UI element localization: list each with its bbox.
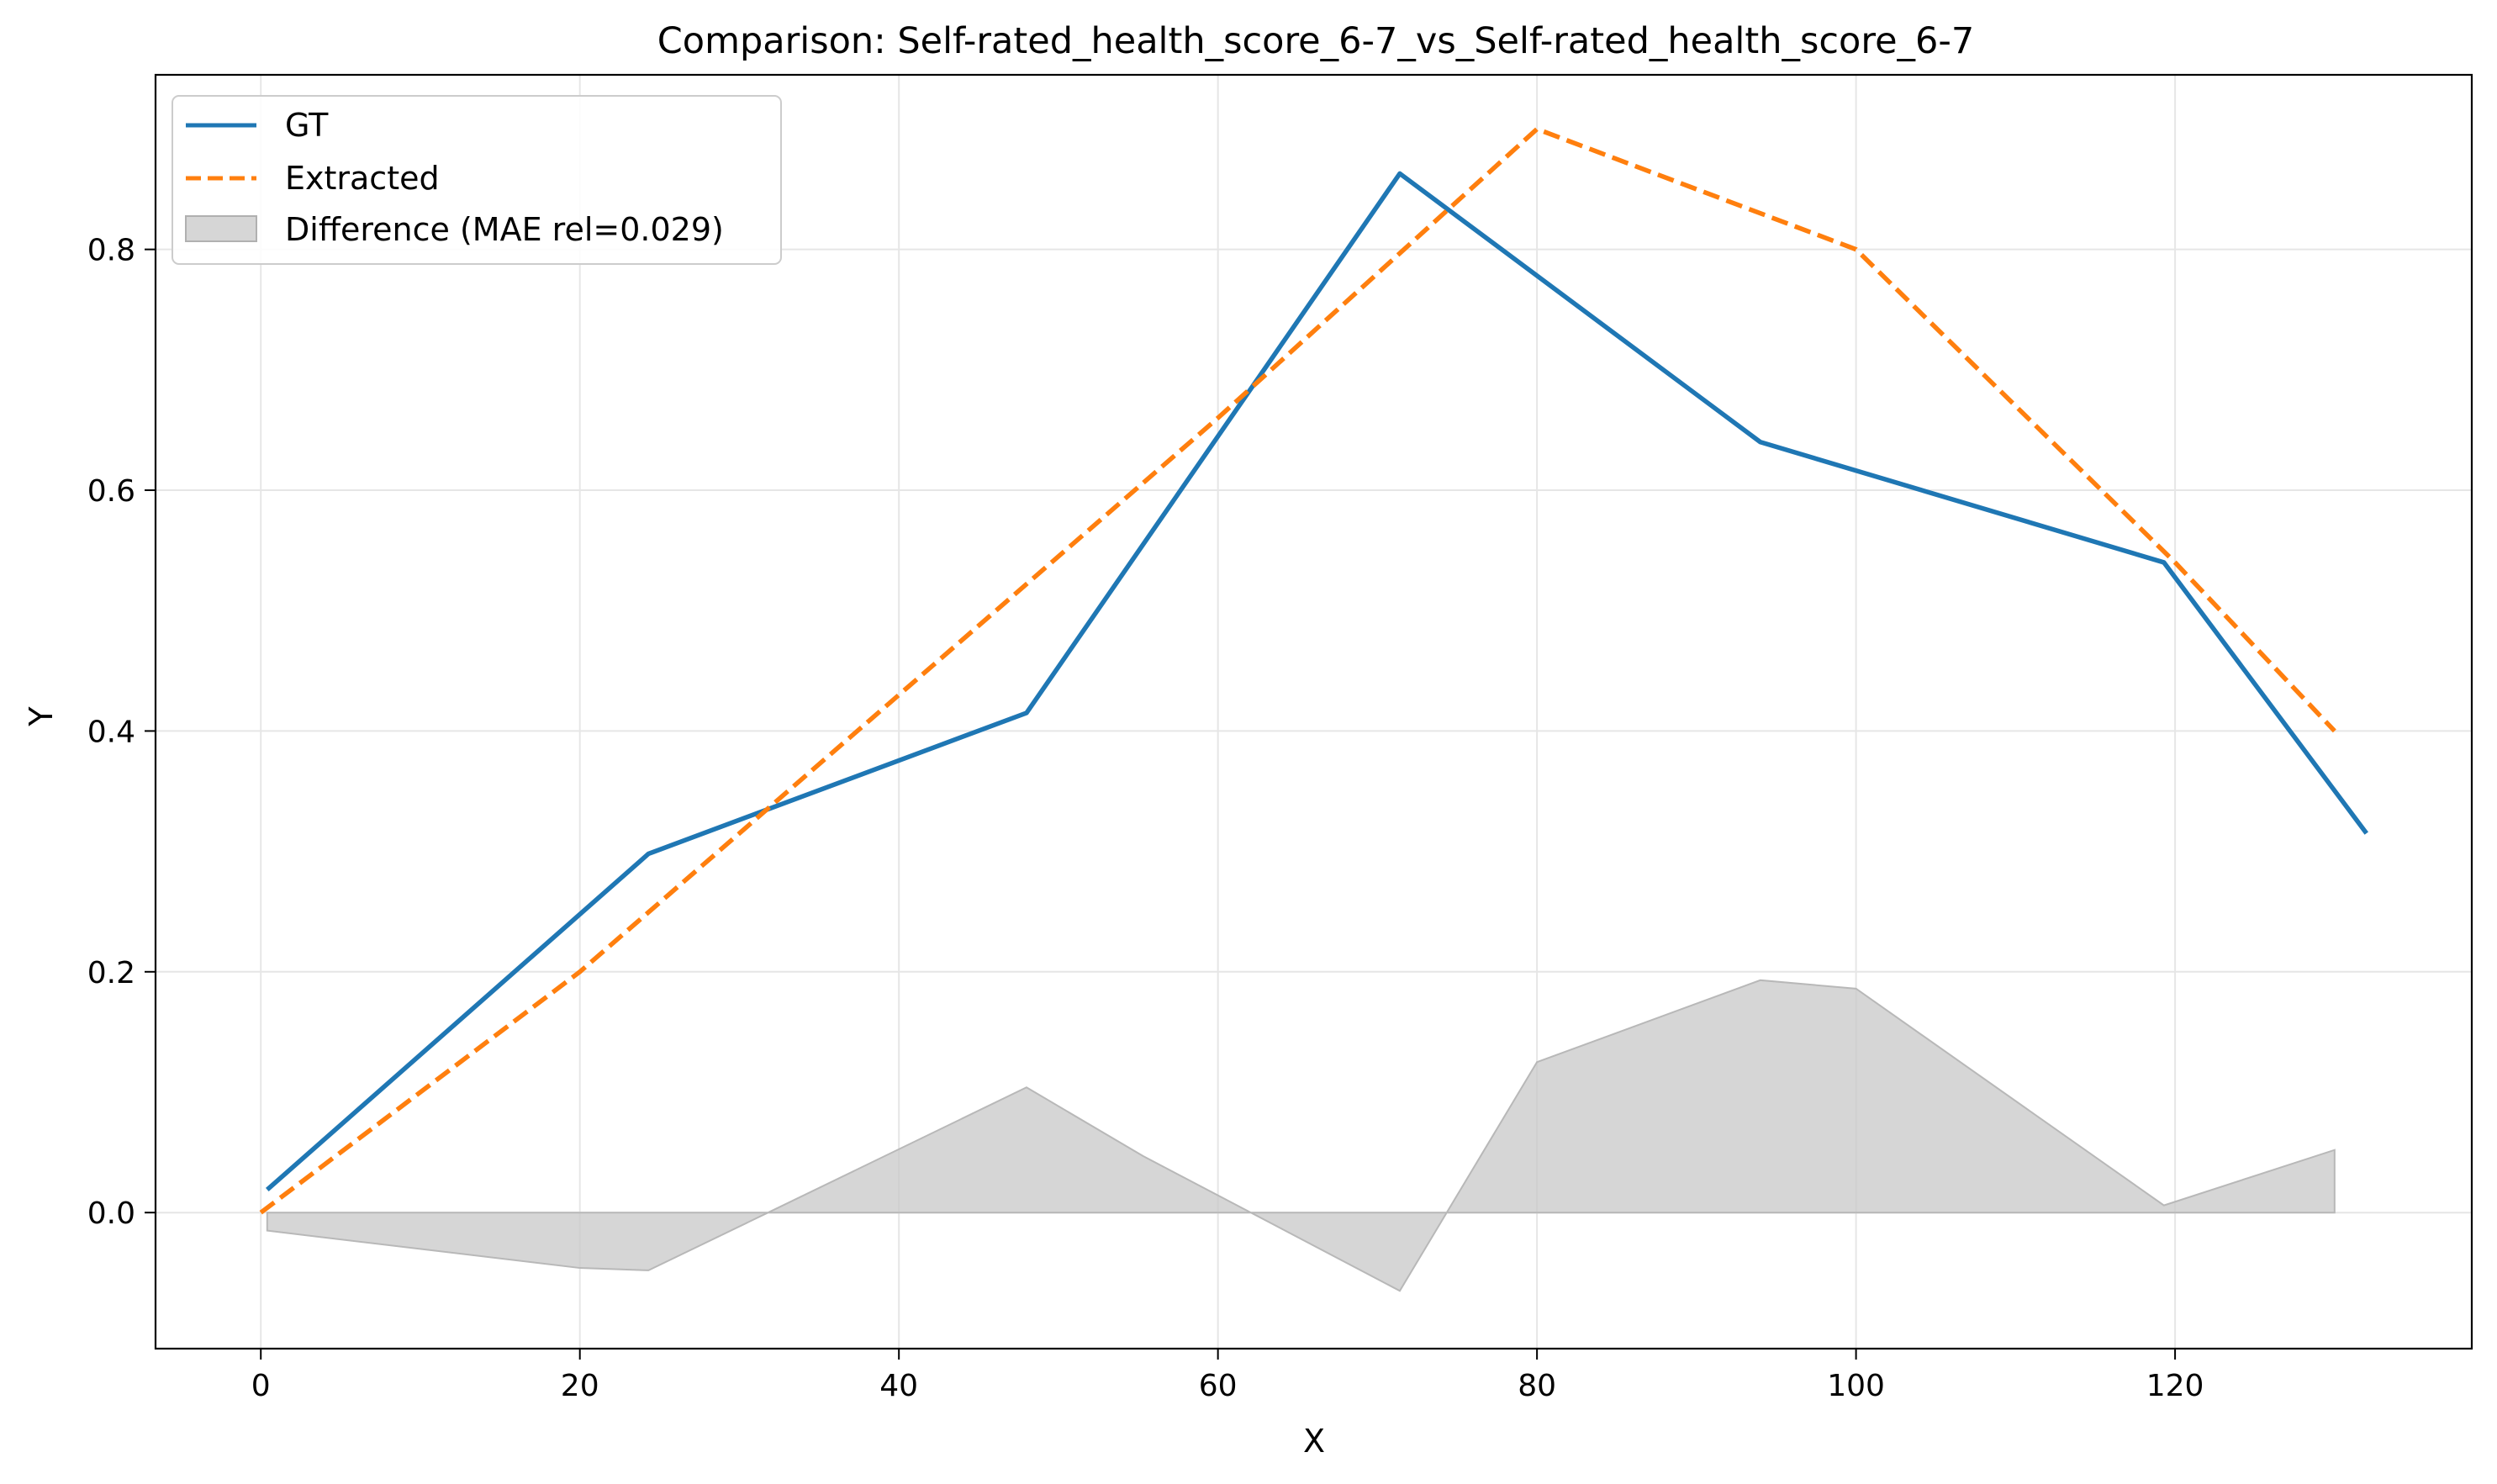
x-tick-label: 100: [1827, 1369, 1885, 1403]
legend-difference-label: Difference (MAE rel=0.029): [285, 211, 724, 248]
x-tick-label: 80: [1518, 1369, 1556, 1403]
x-tick-label: 20: [561, 1369, 599, 1403]
x-tick-label: 120: [2146, 1369, 2204, 1403]
tick-layer: 0 20 40 60 80 100 120 0.0 0.2 0.4 0.6 0.8: [87, 234, 2204, 1403]
chart-title: Comparison: Self-rated_health_score_6-7_…: [657, 20, 1975, 62]
gt-series-line: [265, 171, 2368, 1192]
x-tick-label: 0: [251, 1369, 271, 1403]
y-tick-label: 0.8: [87, 234, 135, 268]
x-tick-label: 60: [1199, 1369, 1238, 1403]
legend-box: [172, 95, 782, 265]
x-axis-label: X: [1303, 1423, 1325, 1460]
plot-frame: [154, 73, 2473, 1350]
difference-area: [266, 979, 2336, 1292]
x-tick-label: 40: [879, 1369, 918, 1403]
legend-gt-label: GT: [285, 107, 329, 144]
extracted-series-line: [259, 126, 2336, 1215]
legend: GT Extracted Difference (MAE rel=0.029): [172, 95, 782, 265]
y-axis-label: Y: [23, 706, 60, 727]
legend-extracted-label: Extracted: [285, 160, 440, 197]
difference-area-layer: [266, 979, 2336, 1292]
y-tick-label: 0.6: [87, 474, 135, 509]
y-tick-label: 0.0: [87, 1196, 135, 1231]
series-line-layer: [259, 126, 2368, 1215]
y-tick-label: 0.2: [87, 956, 135, 990]
legend-difference-swatch: [185, 215, 257, 242]
y-tick-label: 0.4: [87, 715, 135, 749]
